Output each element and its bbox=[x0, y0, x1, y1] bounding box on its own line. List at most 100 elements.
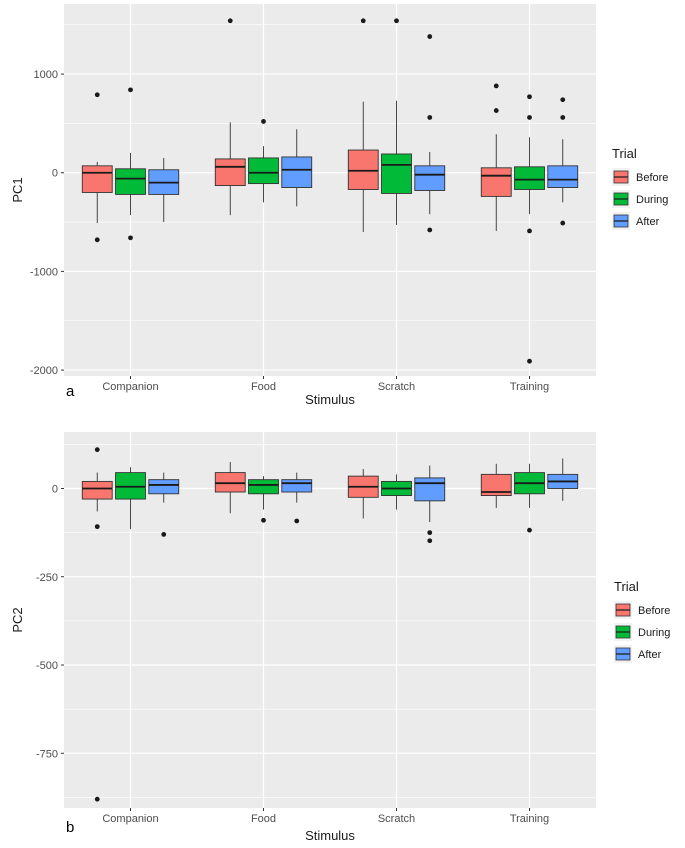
legend: Trial Before During After bbox=[612, 146, 668, 230]
outlier-point bbox=[128, 235, 133, 241]
outlier-point bbox=[527, 358, 532, 364]
outlier-point bbox=[527, 527, 532, 533]
box-before-food bbox=[214, 462, 246, 514]
legend-label-during: During bbox=[638, 627, 670, 639]
outlier-point bbox=[560, 97, 566, 103]
box-after-training bbox=[547, 458, 579, 501]
y-tick-label: 1000 bbox=[34, 69, 58, 81]
box-during-companion bbox=[115, 467, 146, 530]
outlier-point bbox=[560, 115, 566, 120]
x-tick-label-companion: Companion bbox=[102, 813, 158, 825]
box-body bbox=[81, 480, 113, 500]
box-before-companion bbox=[81, 447, 113, 802]
y-tick-label: -250 bbox=[36, 572, 58, 584]
x-tick-label-companion: Companion bbox=[102, 381, 158, 393]
box-body bbox=[347, 149, 379, 190]
legend-label-before: Before bbox=[638, 605, 670, 617]
box-before-companion bbox=[81, 92, 113, 243]
legend-label-after: After bbox=[636, 216, 660, 228]
y-tick-label: -500 bbox=[36, 660, 58, 672]
box-body bbox=[381, 153, 412, 194]
outlier-point bbox=[294, 518, 300, 524]
outlier-point bbox=[360, 18, 366, 24]
box-body bbox=[414, 165, 446, 191]
outlier-point bbox=[427, 538, 433, 544]
y-tick-label: -2000 bbox=[30, 365, 58, 377]
outlier-point bbox=[527, 228, 532, 234]
outlier-point bbox=[427, 227, 433, 233]
y-axis-title: PC2 bbox=[10, 607, 25, 632]
outlier-point bbox=[427, 115, 433, 120]
y-tick-label: 0 bbox=[52, 168, 58, 180]
box-body bbox=[115, 168, 146, 195]
legend-label-after: After bbox=[638, 649, 662, 661]
box-body bbox=[514, 166, 545, 190]
outlier-point bbox=[527, 115, 532, 120]
outlier-point bbox=[427, 530, 433, 536]
x-tick-label-food: Food bbox=[251, 813, 276, 825]
legend-title: Trial bbox=[612, 146, 637, 161]
legend-label-during: During bbox=[636, 194, 668, 206]
box-during-training bbox=[514, 94, 545, 364]
box-before-food bbox=[214, 18, 246, 216]
outlier-point bbox=[227, 18, 233, 24]
box-body bbox=[148, 479, 180, 495]
y-axis-title: PC1 bbox=[10, 177, 25, 202]
box-before-training bbox=[480, 463, 512, 508]
x-axis-title: Stimulus bbox=[305, 828, 355, 843]
box-body bbox=[480, 473, 512, 496]
outlier-point bbox=[493, 108, 499, 113]
box-body bbox=[547, 165, 579, 188]
box-during-training bbox=[514, 463, 545, 533]
outlier-point bbox=[161, 531, 167, 537]
box-during-scratch bbox=[381, 474, 412, 510]
chart-panel-a: -2000 -1000 0 1000 Companion Food Scratch Train… bbox=[10, 4, 668, 407]
x-tick-label-training: Training bbox=[510, 381, 549, 393]
outlier-point bbox=[527, 94, 532, 100]
outlier-point bbox=[427, 34, 433, 39]
box-body bbox=[281, 156, 313, 188]
panel-label: a bbox=[66, 383, 75, 400]
box-after-food bbox=[281, 129, 313, 207]
x-tick-label-scratch: Scratch bbox=[378, 813, 415, 825]
outlier-point bbox=[94, 237, 100, 243]
box-after-training bbox=[547, 97, 579, 226]
outlier-point bbox=[94, 92, 100, 98]
outlier-point bbox=[261, 517, 266, 523]
x-tick-label-scratch: Scratch bbox=[378, 381, 415, 393]
outlier-point bbox=[128, 87, 133, 93]
box-after-companion bbox=[148, 472, 180, 537]
y-tick-label: 0 bbox=[52, 483, 58, 495]
box-body bbox=[414, 477, 446, 502]
box-before-scratch bbox=[347, 18, 379, 232]
box-after-scratch bbox=[414, 34, 446, 233]
box-before-training bbox=[480, 83, 512, 231]
y-tick-label: -750 bbox=[36, 748, 58, 760]
box-after-companion bbox=[148, 157, 180, 223]
box-during-food bbox=[248, 119, 279, 203]
legend: Trial Before During After bbox=[614, 579, 670, 663]
box-during-food bbox=[248, 476, 279, 523]
box-body bbox=[281, 479, 313, 493]
y-tick-label: -1000 bbox=[30, 266, 58, 278]
legend-title: Trial bbox=[614, 579, 639, 594]
x-tick-label-training: Training bbox=[510, 813, 549, 825]
x-axis-title: Stimulus bbox=[305, 392, 355, 407]
outlier-point bbox=[560, 220, 566, 226]
box-during-scratch bbox=[381, 18, 412, 226]
box-body bbox=[248, 479, 279, 495]
x-tick-label-food: Food bbox=[251, 381, 276, 393]
box-body bbox=[480, 167, 512, 197]
outlier-point bbox=[261, 119, 266, 124]
chart-panel-b: -750 -500 -250 0 Companion Food Scratch Trainin… bbox=[10, 432, 670, 843]
box-body bbox=[248, 157, 279, 185]
box-after-scratch bbox=[414, 465, 446, 544]
outlier-point bbox=[94, 796, 100, 802]
outlier-point bbox=[493, 83, 499, 89]
box-body bbox=[214, 158, 246, 187]
outlier-point bbox=[394, 18, 399, 24]
outlier-point bbox=[94, 447, 100, 453]
box-before-scratch bbox=[347, 469, 379, 519]
box-body bbox=[81, 165, 113, 193]
